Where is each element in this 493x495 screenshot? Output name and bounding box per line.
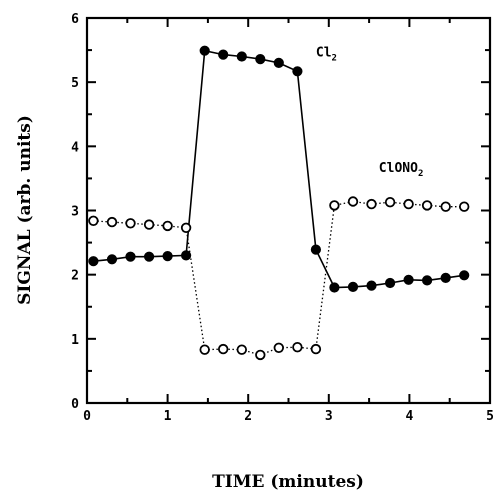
- data-point-cl2: [366, 280, 377, 291]
- data-point-cl2: [199, 45, 210, 56]
- data-point-clono2: [162, 220, 173, 232]
- data-point-clono2: [199, 344, 210, 355]
- data-point-cl2: [218, 49, 229, 60]
- data-point-cl2: [459, 270, 470, 281]
- data-point-cl2: [106, 254, 118, 265]
- data-point-cl2: [125, 251, 136, 262]
- data-point-clono2: [255, 349, 266, 361]
- data-point-clono2: [292, 342, 303, 353]
- data-point-cl2: [403, 274, 414, 285]
- y-tick-label: 4: [71, 140, 79, 155]
- data-point-cl2: [440, 272, 451, 283]
- data-point-clono2: [384, 196, 396, 208]
- data-point-clono2: [421, 200, 433, 211]
- x-tick-label: 4: [405, 409, 413, 424]
- data-point-cl2: [310, 244, 321, 255]
- data-point-clono2: [106, 216, 118, 228]
- x-tick-label: 2: [244, 409, 252, 424]
- x-tick-label: 0: [83, 409, 91, 424]
- x-tick-label: 5: [486, 409, 493, 424]
- x-tick-label: 1: [164, 409, 172, 424]
- data-point-clono2: [273, 342, 285, 354]
- data-point-cl2: [236, 51, 247, 62]
- data-point-clono2: [125, 218, 136, 229]
- data-point-cl2: [273, 57, 284, 69]
- data-point-cl2: [255, 54, 266, 65]
- data-point-clono2: [347, 196, 359, 207]
- data-point-clono2: [440, 201, 451, 212]
- data-point-clono2: [459, 201, 470, 212]
- series-points: [88, 45, 470, 361]
- y-axis-label: SIGNAL (arb. units): [15, 115, 35, 305]
- axis-ticks: [86, 17, 491, 404]
- data-point-clono2: [217, 343, 229, 355]
- data-point-clono2: [88, 215, 99, 227]
- x-axis-label: TIME (minutes): [212, 472, 364, 492]
- data-point-cl2: [422, 275, 433, 286]
- series-label-cl2: Cl2: [316, 46, 337, 64]
- data-point-clono2: [143, 219, 155, 230]
- data-point-cl2: [385, 277, 396, 289]
- data-point-cl2: [88, 256, 99, 267]
- data-point-cl2: [181, 250, 192, 261]
- data-point-clono2: [236, 344, 248, 355]
- data-point-clono2: [366, 198, 377, 210]
- y-tick-label: 3: [71, 205, 79, 220]
- data-point-cl2: [144, 251, 155, 262]
- data-point-clono2: [180, 222, 192, 234]
- y-tick-label: 0: [71, 397, 79, 412]
- y-tick-label: 5: [71, 76, 79, 91]
- tick-labels: 0 1 2 3 4 5 0 1 2 3 4 5 6: [71, 12, 493, 424]
- data-point-clono2: [310, 343, 322, 355]
- data-point-cl2: [347, 281, 359, 292]
- data-point-clono2: [329, 200, 340, 211]
- x-tick-label: 3: [325, 409, 333, 424]
- data-point-cl2: [329, 282, 340, 293]
- series-label-clono2: ClONO2: [379, 161, 424, 179]
- y-tick-label: 2: [71, 269, 79, 284]
- data-point-clono2: [403, 198, 414, 210]
- y-tick-label: 6: [71, 12, 79, 27]
- data-point-cl2: [292, 66, 303, 77]
- data-point-cl2: [162, 251, 173, 262]
- y-tick-label: 1: [71, 333, 79, 348]
- plot-frame: [85, 16, 492, 405]
